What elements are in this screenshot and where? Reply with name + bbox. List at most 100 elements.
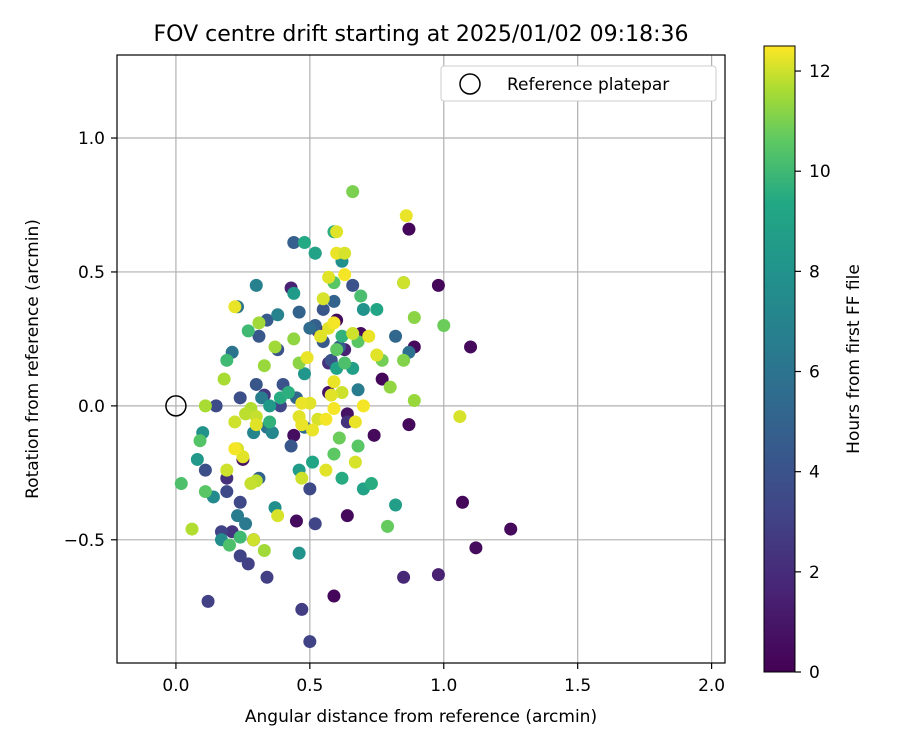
colorbar-ticks: 0 2 4 6 8 10 12 <box>795 62 831 683</box>
data-point <box>431 278 445 292</box>
data-point <box>233 391 247 405</box>
data-point <box>174 477 188 491</box>
data-point <box>217 372 231 386</box>
data-point <box>381 519 395 533</box>
legend-label: Reference platepar <box>507 75 669 95</box>
data-point <box>233 495 247 509</box>
data-point <box>201 594 215 608</box>
data-point <box>222 538 236 552</box>
data-point <box>351 383 365 397</box>
data-point <box>346 278 360 292</box>
data-point <box>346 185 360 199</box>
data-point <box>271 308 285 322</box>
data-point <box>287 428 301 442</box>
data-point <box>233 549 247 563</box>
x-axis-ticks: 0.0 0.5 1.0 1.5 2.0 <box>162 663 725 696</box>
data-point <box>370 302 384 316</box>
data-point <box>453 410 467 424</box>
data-point <box>249 418 263 432</box>
data-point <box>332 431 346 445</box>
data-point <box>327 375 341 389</box>
data-point <box>338 356 352 370</box>
data-point <box>456 495 470 509</box>
data-point <box>308 246 322 260</box>
colorbar-tick-label: 8 <box>809 262 820 282</box>
data-point <box>383 380 397 394</box>
data-point <box>241 324 255 338</box>
data-point <box>303 321 317 335</box>
data-points <box>174 185 518 649</box>
data-point <box>231 509 245 523</box>
y-tick-label: 1.0 <box>78 129 105 149</box>
data-point <box>397 276 411 290</box>
data-point <box>220 353 234 367</box>
data-point <box>340 509 354 523</box>
reference-platepar-marker <box>165 395 187 417</box>
data-point <box>236 450 250 464</box>
data-point <box>190 452 204 466</box>
data-point <box>407 394 421 408</box>
data-point <box>241 557 255 571</box>
data-point <box>327 294 341 308</box>
data-point <box>244 477 258 491</box>
data-point <box>265 426 279 440</box>
data-point <box>437 319 451 333</box>
data-point <box>220 485 234 499</box>
colorbar-tick-label: 2 <box>809 563 820 583</box>
data-point <box>306 423 320 437</box>
data-point <box>356 302 370 316</box>
data-point <box>198 463 212 477</box>
colorbar-label: Hours from first FF file <box>844 264 864 454</box>
data-point <box>464 340 478 354</box>
data-point <box>268 340 282 354</box>
data-point <box>247 533 261 547</box>
data-point <box>263 399 277 413</box>
legend-box <box>440 65 717 102</box>
data-point <box>370 348 384 362</box>
data-point <box>284 439 298 453</box>
data-point <box>431 568 445 582</box>
data-point <box>297 235 311 249</box>
data-point <box>209 399 223 413</box>
data-point <box>233 530 247 544</box>
data-point <box>193 434 207 448</box>
data-point <box>303 482 317 496</box>
data-point <box>306 455 320 469</box>
data-point <box>271 509 285 523</box>
data-point <box>303 635 317 649</box>
data-point <box>239 407 253 421</box>
data-point <box>335 385 349 399</box>
data-point <box>319 412 333 426</box>
data-point <box>252 316 266 330</box>
data-point <box>504 522 518 536</box>
y-axis-ticks: −0.5 0.0 0.5 1.0 <box>64 129 117 551</box>
data-point <box>314 329 328 343</box>
data-point <box>300 351 314 365</box>
data-point <box>228 415 242 429</box>
colorbar-tick-label: 4 <box>809 463 820 483</box>
data-point <box>367 428 381 442</box>
data-point <box>239 517 253 531</box>
data-point <box>257 544 271 558</box>
data-point <box>397 353 411 367</box>
colorbar-tick-label: 12 <box>809 62 831 82</box>
data-point <box>249 377 263 391</box>
data-point <box>308 517 322 531</box>
data-point <box>402 418 416 432</box>
data-point <box>292 546 306 560</box>
data-point <box>407 310 421 324</box>
data-point <box>375 372 389 386</box>
data-point <box>263 415 277 429</box>
y-tick-label: −0.5 <box>64 531 105 551</box>
data-point <box>389 498 403 512</box>
data-point <box>292 305 306 319</box>
data-point <box>397 570 411 584</box>
x-tick-label: 1.5 <box>564 676 591 696</box>
data-point <box>338 246 352 260</box>
data-point <box>228 300 242 314</box>
data-point <box>295 602 309 616</box>
reference-marker-group <box>165 395 187 417</box>
data-point <box>228 442 242 456</box>
data-point <box>324 388 338 402</box>
